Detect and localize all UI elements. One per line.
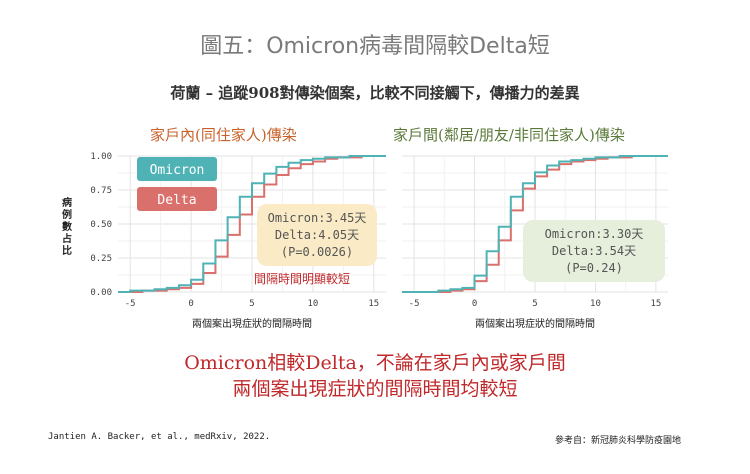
figure-title: 圖五：Omicron病毒間隔較Delta短 [200,34,550,59]
reference: 參考自：新冠肺炎科學防疫園地 [555,436,682,446]
omicron-legend-key [137,157,217,181]
left-omicron-step-line [118,155,386,293]
omicron-legend-label: Omicron [150,163,205,178]
subtitle: 荷蘭 – 追蹤908對傳染個案，比較不同接觸下，傳播力的差異 [170,84,580,102]
right-x-tick-label: 5 [532,299,537,309]
left-x-tick-label: 5 [249,299,254,309]
right-annotation-p-value: (P=0.24) [565,261,623,275]
citation: Jantien A. Backer, et al., medRxiv, 2022… [48,432,271,442]
left-annotation-p-value: (P=0.0026) [281,245,353,259]
conclusion-line-1: Omicron相較Delta，不論在家戶內或家戶間 [184,352,566,374]
right-annotation-box [523,220,665,282]
right-omicron-step-line [402,155,668,293]
left-y-tick-label: 0.50 [90,220,112,230]
y-axis-label: 病例數占比 [62,198,72,257]
right-x-tick-label: 10 [590,299,601,309]
left-y-tick-label: 1.00 [90,152,112,162]
right-x-axis-label: 兩個案出現症狀的間隔時間 [475,317,595,330]
left-y-tick-label: 0.25 [90,254,112,264]
right-annotation-omicron: Omicron:3.30天 [545,227,644,241]
conclusion-line-2: 兩個案出現症狀的間隔時間均較短 [232,378,518,400]
left-annotation-omicron: Omicron:3.45天 [268,211,367,225]
left-x-tick-label: 10 [307,299,318,309]
left-panel-title: 家戶內(同住家人)傳染 [150,126,297,144]
left-x-tick-label: 15 [368,299,379,309]
delta-legend-label: Delta [157,193,196,208]
left-annotation-box [257,204,377,266]
left-y-tick-label: 0.75 [90,186,112,196]
left-x-tick-label: 0 [188,299,193,309]
left-y-tick-label: 0.00 [90,288,112,298]
left-delta-step-line [118,155,386,293]
right-x-tick-label: -5 [409,299,420,309]
delta-legend-key [137,187,217,211]
left-x-axis-label: 兩個案出現症狀的間隔時間 [192,317,312,330]
right-x-tick-label: 15 [650,299,661,309]
conclusion: Omicron相較Delta，不論在家戶內或家戶間 兩個案出現症狀的間隔時間均較… [0,350,750,402]
left-x-tick-label: -5 [125,299,136,309]
left-annotation-delta: Delta:4.05天 [275,228,359,242]
right-x-tick-label: 0 [472,299,477,309]
right-annotation-delta: Delta:3.54天 [552,244,636,258]
left-annotation-note: 間隔時間明顯較短 [254,271,350,286]
right-panel-title: 家戶間(鄰居/朋友/非同住家人)傳染 [393,126,625,144]
